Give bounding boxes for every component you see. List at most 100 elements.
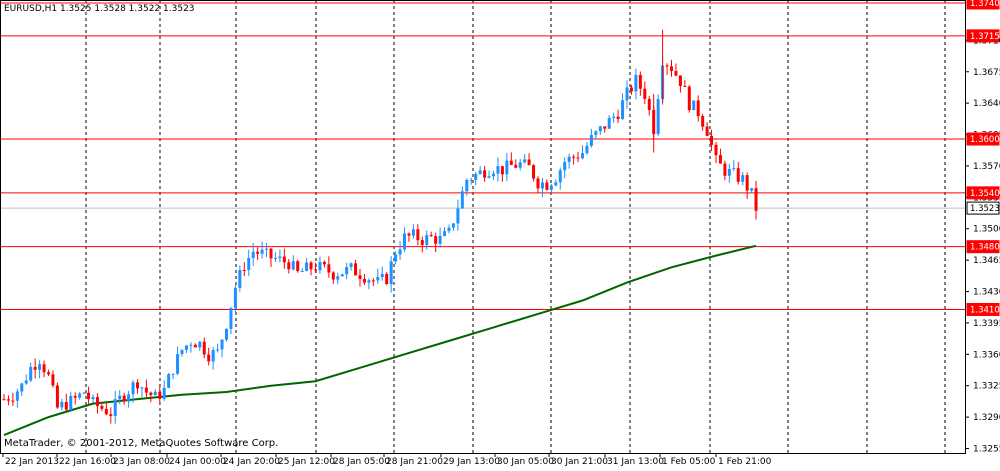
candle-body	[180, 349, 184, 355]
candle-body	[549, 185, 553, 190]
candle-body	[233, 287, 237, 308]
candle-body	[750, 188, 754, 191]
candle-body	[451, 223, 455, 228]
candle-body	[265, 248, 269, 250]
candle-body	[220, 339, 224, 350]
price-tag-label: 1.3540	[970, 189, 1000, 199]
candle-body	[269, 248, 273, 259]
candle-body	[514, 164, 518, 168]
candle-body	[100, 405, 104, 409]
price-tag: 1.3480	[966, 240, 1000, 254]
price-tag-label: 1.3480	[970, 243, 1000, 253]
price-tag-label: 1.3740	[970, 0, 1000, 9]
candle-body	[336, 276, 340, 280]
candle-body	[536, 178, 540, 189]
candle-body	[38, 364, 42, 370]
candle-body	[87, 392, 91, 400]
price-tag-box	[966, 240, 1000, 254]
time-label: 25 Jan 12:00	[278, 457, 335, 466]
candle-body	[629, 87, 633, 92]
candle-body	[309, 262, 313, 270]
price-label: 1.3395	[973, 319, 1000, 329]
candle-body	[189, 344, 193, 346]
candle-body	[674, 71, 678, 76]
time-label: 30 Jan 05:00	[497, 457, 554, 466]
candle-body	[683, 85, 687, 87]
candle-body	[184, 345, 188, 350]
candle-body	[589, 135, 593, 146]
candle-body	[238, 270, 242, 288]
time-label: 31 Jan 13:00	[607, 457, 664, 466]
candle-body	[318, 261, 322, 271]
time-label: 24 Jan 00:00	[169, 457, 226, 466]
candle-body	[136, 382, 139, 389]
candle-body	[327, 264, 331, 273]
candle-body	[407, 233, 411, 236]
price-tag: 1.3600	[966, 132, 1000, 146]
price-label: 1.3325	[973, 382, 1000, 392]
candle-body	[158, 391, 162, 399]
horizontal-levels[interactable]	[0, 2, 965, 310]
candle-body	[581, 153, 584, 159]
candle-body	[362, 278, 366, 283]
candle-body	[585, 145, 589, 154]
candle-body	[167, 374, 171, 388]
candle-body	[500, 166, 504, 175]
price-tag: 1.3715	[966, 29, 1000, 43]
candle-body	[741, 175, 745, 182]
candle-body	[42, 364, 46, 373]
price-label: 1.3675	[973, 68, 1000, 78]
candle-body	[273, 258, 277, 260]
candle-body	[469, 179, 473, 181]
plot-frame	[0, 0, 966, 454]
candle-body	[216, 349, 220, 351]
candle-body	[540, 182, 544, 189]
candle-body	[754, 188, 758, 211]
candle-body	[545, 182, 549, 190]
candle-body	[456, 208, 460, 224]
time-label: 24 Jan 20:00	[223, 457, 280, 466]
candle-body	[78, 393, 82, 398]
candle-body	[389, 261, 393, 285]
candle-body	[2, 399, 6, 401]
candle-body	[113, 399, 117, 416]
candle-body	[403, 233, 406, 250]
candle-body	[331, 272, 335, 280]
time-label: 1 Feb 05:00	[662, 457, 716, 466]
candle-body	[411, 229, 415, 236]
price-tag-box	[966, 29, 1000, 43]
candle-body	[287, 262, 291, 270]
candle-body	[398, 249, 402, 255]
candle-body	[118, 395, 122, 400]
price-tag: 1.3540	[966, 186, 1000, 200]
candle-body	[15, 391, 19, 401]
candle-body	[51, 374, 55, 386]
candle-body	[496, 166, 500, 174]
price-label: 1.3500	[973, 225, 1000, 235]
candle-body	[247, 257, 251, 271]
candle-body	[55, 385, 59, 408]
candle-body	[438, 235, 442, 244]
candle-body	[714, 144, 718, 156]
price-tag-label: 1.3523	[970, 204, 1000, 214]
chart-header: EURUSD,H1 1.3525 1.3528 1.3522 1.3523	[4, 4, 195, 14]
candle-body	[416, 229, 420, 241]
price-label: 1.3360	[973, 350, 1000, 360]
candle-body	[465, 179, 469, 192]
candle-body	[29, 366, 33, 381]
price-tag-box	[966, 186, 1000, 200]
candle-body	[64, 401, 68, 410]
candle-body	[692, 100, 696, 111]
candle-body	[300, 270, 304, 272]
candle-body	[447, 227, 451, 232]
candle-body	[718, 155, 722, 164]
price-tag-box	[966, 201, 1000, 215]
candle-body	[736, 168, 740, 182]
candle-body	[705, 126, 709, 136]
candle-body	[460, 191, 464, 209]
price-label: 1.3255	[973, 445, 1000, 455]
candle-body	[20, 383, 24, 392]
candle-body	[634, 74, 638, 92]
